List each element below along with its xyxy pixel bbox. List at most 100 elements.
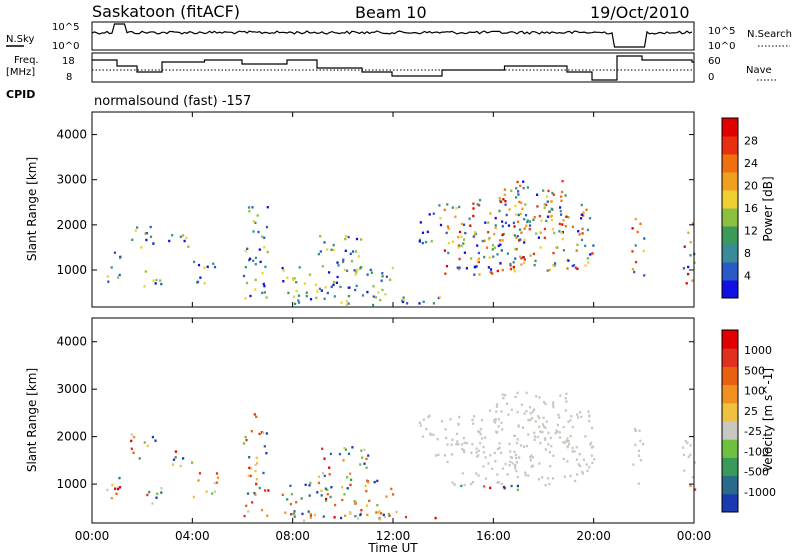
echo-cell	[328, 466, 331, 469]
echo-cell	[326, 488, 329, 491]
echo-cell	[553, 231, 556, 235]
echo-cell	[295, 281, 298, 284]
echo-cell	[309, 513, 312, 516]
echo-cell	[551, 228, 554, 231]
echo-cell	[507, 413, 510, 416]
echo-cell	[451, 438, 454, 441]
echo-cell	[440, 420, 444, 423]
echo-cell	[205, 490, 208, 493]
echo-cell	[365, 457, 368, 461]
echo-cell	[517, 425, 520, 428]
echo-cell	[687, 272, 690, 276]
echo-cell	[444, 428, 447, 431]
echo-cell	[447, 251, 450, 255]
echo-cell	[526, 186, 529, 189]
echo-cell	[543, 206, 546, 209]
echo-cell	[561, 180, 564, 183]
echo-cell	[343, 493, 346, 496]
echo-cell	[353, 500, 356, 503]
echo-cell	[404, 515, 408, 519]
echo-cell	[565, 215, 568, 218]
echo-cell	[512, 221, 515, 225]
echo-cell	[585, 208, 588, 211]
echo-cell	[402, 298, 405, 302]
echo-cell	[582, 214, 585, 217]
echo-cell	[345, 303, 348, 306]
echo-cell	[472, 235, 475, 238]
echo-cell	[643, 237, 646, 240]
echo-cell	[510, 189, 513, 192]
echo-cell	[244, 266, 247, 269]
echo-cell	[577, 463, 580, 466]
echo-cell	[517, 190, 520, 193]
echo-cell	[305, 291, 308, 294]
echo-cell	[524, 474, 527, 477]
echo-cell	[322, 515, 325, 518]
echo-cell	[182, 234, 185, 237]
echo-cell	[297, 299, 300, 302]
echo-cell	[518, 200, 521, 204]
echo-cell	[571, 264, 574, 268]
echo-cell	[532, 218, 535, 221]
echo-cell	[560, 195, 563, 198]
echo-cell	[343, 447, 346, 450]
echo-cell	[482, 465, 485, 468]
echo-cell	[631, 227, 634, 230]
echo-cell	[569, 435, 572, 438]
echo-cell	[529, 456, 532, 459]
echo-cell	[638, 454, 641, 457]
echo-cell	[390, 487, 393, 491]
echo-cell	[154, 282, 157, 285]
echo-cell	[261, 235, 264, 238]
echo-cell	[470, 482, 473, 486]
echo-cell	[556, 430, 559, 433]
echo-cell	[418, 421, 421, 424]
echo-cell	[171, 234, 174, 237]
echo-cell	[531, 456, 534, 459]
echo-cell	[449, 418, 452, 421]
echo-cell	[203, 282, 206, 285]
noise-left-tick-bottom: 10^0	[52, 41, 79, 52]
echo-cell	[256, 214, 259, 217]
echo-cell	[318, 287, 321, 290]
echo-cell	[494, 224, 497, 227]
echo-cell	[461, 472, 464, 475]
echo-cell	[514, 467, 517, 470]
echo-cell	[499, 199, 502, 203]
echo-cell	[541, 431, 544, 434]
echo-cell	[634, 443, 637, 446]
echo-cell	[346, 487, 349, 490]
echo-cell	[357, 517, 360, 520]
echo-cell	[515, 196, 518, 199]
echo-cell	[575, 249, 578, 252]
echo-cell	[426, 230, 429, 234]
echo-cell	[472, 214, 475, 218]
echo-cell	[477, 257, 480, 260]
colorbar-tick-label: 4	[744, 270, 751, 283]
echo-cell	[462, 242, 465, 245]
colorbar-segment	[722, 226, 738, 245]
echo-cell	[151, 435, 154, 439]
echo-cell	[495, 405, 498, 408]
echo-cell	[510, 456, 513, 459]
echo-cell	[475, 451, 478, 454]
echo-cell	[477, 474, 480, 477]
echo-cell	[249, 257, 252, 260]
echo-cell	[502, 485, 506, 489]
echo-cell	[509, 267, 513, 271]
echo-cell	[501, 233, 504, 237]
echo-cell	[637, 449, 640, 453]
echo-cell	[561, 231, 564, 234]
echo-cell	[346, 476, 349, 479]
echo-cell	[579, 464, 582, 468]
echo-cell	[684, 440, 687, 443]
echo-cell	[160, 491, 163, 494]
echo-cell	[519, 212, 522, 216]
echo-cell	[115, 492, 118, 495]
echo-cell	[246, 492, 250, 495]
echo-cell	[585, 463, 588, 466]
echo-cell	[253, 413, 256, 416]
echo-cell	[168, 239, 171, 243]
echo-cell	[476, 455, 479, 458]
echo-cell	[529, 254, 532, 257]
